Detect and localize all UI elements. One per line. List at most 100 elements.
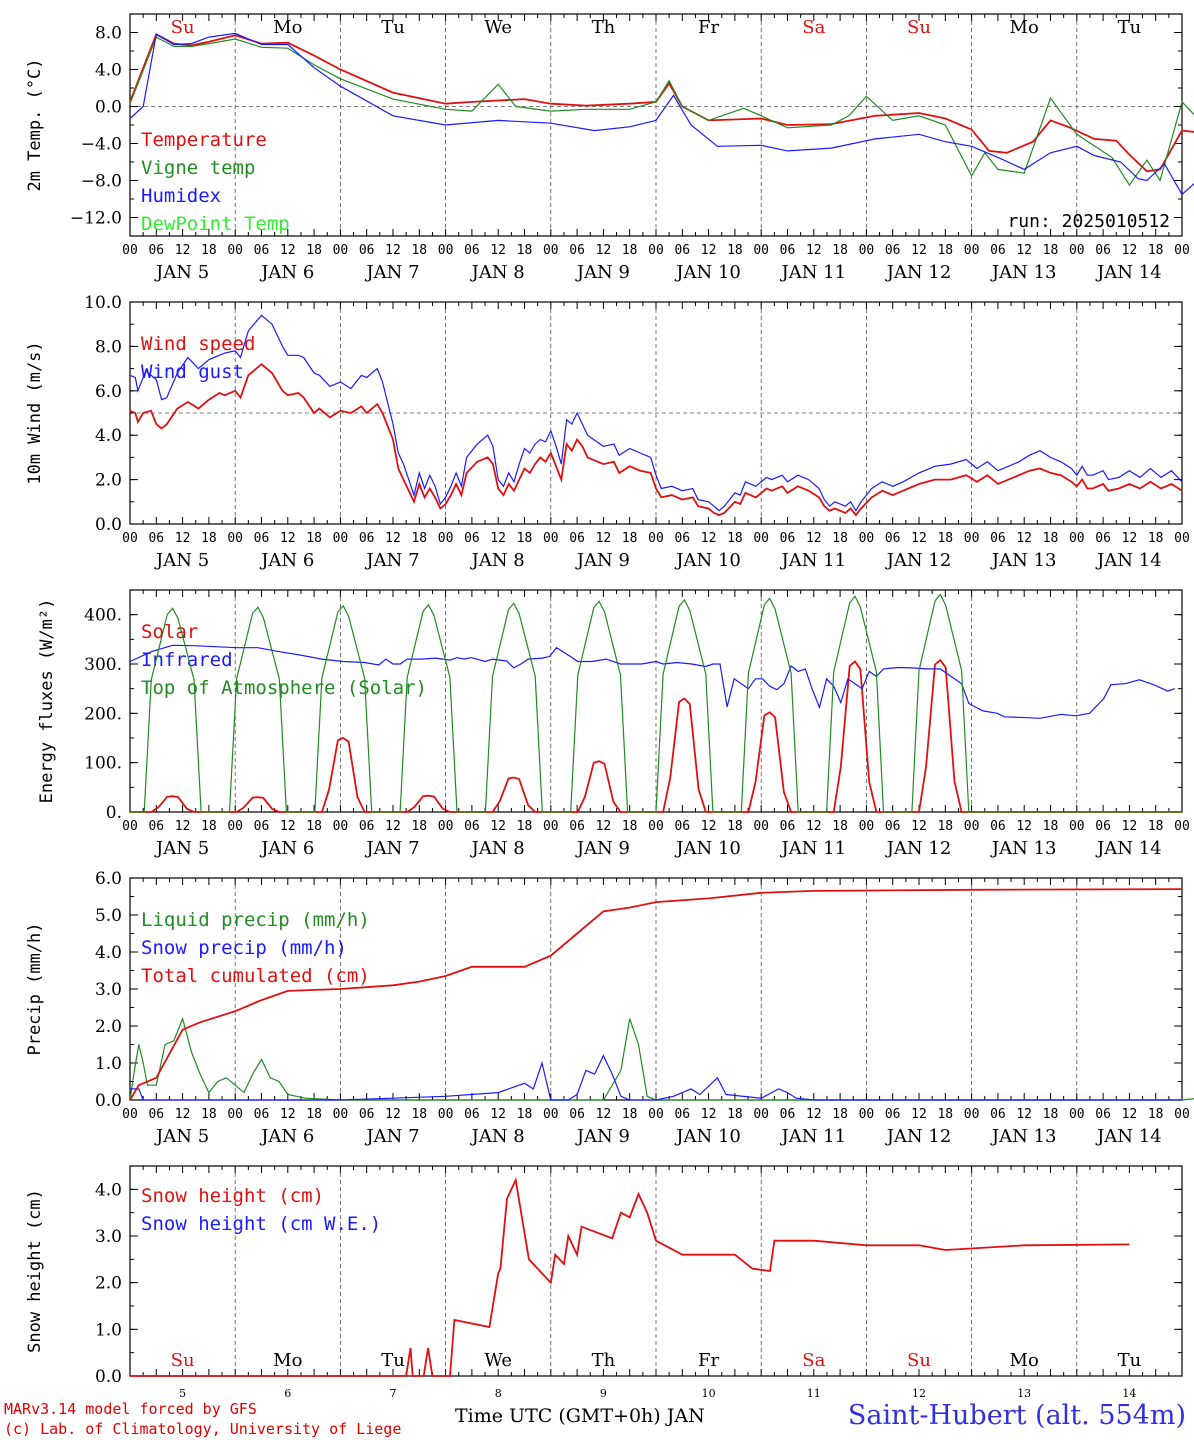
- legend-entry: Temperature: [141, 129, 267, 151]
- hour-tick-label: 18: [517, 1107, 533, 1122]
- y-tick-label: 400.: [84, 606, 122, 626]
- hour-tick-label: 12: [911, 819, 927, 834]
- hour-tick-label: 00: [1069, 531, 1085, 546]
- day-label: JAN 10: [674, 262, 741, 283]
- day-label: JAN 10: [674, 1126, 741, 1147]
- hour-tick-label: 12: [385, 243, 401, 258]
- series-line-wind-speed: [129, 363, 1183, 517]
- hour-tick-label: 06: [780, 819, 796, 834]
- day-number-label: 13: [1017, 1387, 1031, 1400]
- hour-tick-label: 00: [438, 819, 454, 834]
- hour-tick-label: 18: [306, 1107, 322, 1122]
- hour-tick-label: 00: [964, 819, 980, 834]
- hour-tick-label: 12: [1016, 819, 1032, 834]
- weekday-label: Tu: [381, 1350, 405, 1371]
- hour-tick-label: 18: [411, 1107, 427, 1122]
- hour-tick-label: 12: [1122, 819, 1138, 834]
- hour-tick-label: 18: [517, 531, 533, 546]
- hour-tick-label: 00: [964, 531, 980, 546]
- legend-entry: Snow height (cm W.E.): [141, 1213, 381, 1235]
- day-label: JAN 14: [1095, 262, 1162, 283]
- day-label: JAN 8: [470, 1126, 525, 1147]
- day-label: JAN 13: [990, 1126, 1057, 1147]
- hour-tick-label: 00: [859, 1107, 875, 1122]
- hour-tick-label: 12: [490, 531, 506, 546]
- hour-tick-label: 06: [464, 1107, 480, 1122]
- hour-tick-label: 06: [674, 243, 690, 258]
- hour-tick-label: 12: [280, 1107, 296, 1122]
- weekday-label: Mo: [273, 17, 302, 38]
- hour-tick-label: 18: [622, 243, 638, 258]
- hour-tick-label: 00: [859, 819, 875, 834]
- hour-tick-label: 12: [175, 531, 191, 546]
- hour-tick-label: 06: [569, 531, 585, 546]
- hour-tick-label: 00: [1174, 243, 1190, 258]
- day-label: JAN 11: [780, 550, 847, 571]
- y-tick-label: 1.0: [95, 1054, 122, 1074]
- day-label: JAN 10: [674, 838, 741, 859]
- hour-tick-label: 12: [1122, 531, 1138, 546]
- y-tick-label: 2.0: [95, 1274, 122, 1294]
- model-credit: MARv3.14 model forced by GFS: [4, 1400, 257, 1418]
- weekday-label: Tu: [1118, 17, 1142, 38]
- hour-tick-label: 06: [254, 531, 270, 546]
- series-line-wind-gust: [129, 314, 1183, 512]
- y-tick-label: −4.0: [81, 135, 122, 155]
- hour-tick-label: 00: [1069, 819, 1085, 834]
- hour-tick-label: 12: [1122, 1107, 1138, 1122]
- day-label: JAN 8: [470, 550, 525, 571]
- hour-tick-label: 12: [806, 531, 822, 546]
- hour-tick-label: 18: [306, 531, 322, 546]
- y-tick-label: 2.0: [95, 1017, 122, 1037]
- weekday-label: Mo: [1010, 17, 1039, 38]
- hour-tick-label: 06: [359, 819, 375, 834]
- day-label: JAN 7: [364, 262, 419, 283]
- hour-tick-label: 00: [227, 531, 243, 546]
- time-axis-title: Time UTC (GMT+0h) JAN: [455, 1405, 705, 1427]
- legend-entry: Snow precip (mm/h): [141, 937, 347, 959]
- day-label: JAN 8: [470, 262, 525, 283]
- hour-tick-label: 12: [701, 819, 717, 834]
- hour-tick-label: 06: [780, 1107, 796, 1122]
- hour-tick-label: 12: [911, 531, 927, 546]
- hour-tick-label: 06: [990, 243, 1006, 258]
- hour-tick-label: 00: [1174, 531, 1190, 546]
- hour-tick-label: 00: [122, 243, 138, 258]
- y-tick-label: −8.0: [81, 172, 122, 192]
- hour-tick-label: 18: [727, 1107, 743, 1122]
- y-tick-label: 6.0: [95, 869, 122, 889]
- hour-tick-label: 12: [175, 1107, 191, 1122]
- legend-entry: Total cumulated (cm): [141, 965, 370, 987]
- hour-tick-label: 00: [859, 531, 875, 546]
- hour-tick-label: 12: [1016, 1107, 1032, 1122]
- hour-tick-label: 12: [1016, 243, 1032, 258]
- hour-tick-label: 18: [411, 531, 427, 546]
- legend-entry: Infrared: [141, 649, 233, 671]
- day-label: JAN 9: [575, 1126, 630, 1147]
- hour-tick-label: 18: [1043, 243, 1059, 258]
- hour-tick-label: 18: [937, 243, 953, 258]
- y-axis-label: 10m Wind (m/s): [25, 341, 45, 484]
- hour-tick-label: 06: [569, 1107, 585, 1122]
- series-line-liquid-precip-mm-h: [129, 1016, 1194, 1101]
- weekday-label: Su: [171, 1350, 195, 1371]
- hour-tick-label: 12: [701, 1107, 717, 1122]
- hour-tick-label: 12: [806, 819, 822, 834]
- y-tick-label: 3.0: [95, 980, 122, 1000]
- hour-tick-label: 00: [753, 243, 769, 258]
- hour-tick-label: 00: [1174, 1107, 1190, 1122]
- day-label: JAN 5: [154, 550, 209, 571]
- y-tick-label: 1.0: [95, 1320, 122, 1340]
- day-label: JAN 12: [885, 550, 952, 571]
- hour-tick-label: 12: [911, 243, 927, 258]
- hour-tick-label: 00: [753, 1107, 769, 1122]
- panel-frame: [129, 13, 1183, 237]
- hour-tick-label: 18: [517, 819, 533, 834]
- hour-tick-label: 06: [359, 1107, 375, 1122]
- hour-tick-label: 12: [175, 243, 191, 258]
- hour-tick-label: 18: [832, 1107, 848, 1122]
- y-tick-label: 0.0: [95, 1367, 122, 1387]
- weekday-label: Mo: [273, 1350, 302, 1371]
- hour-tick-label: 06: [148, 819, 164, 834]
- day-label: JAN 8: [470, 838, 525, 859]
